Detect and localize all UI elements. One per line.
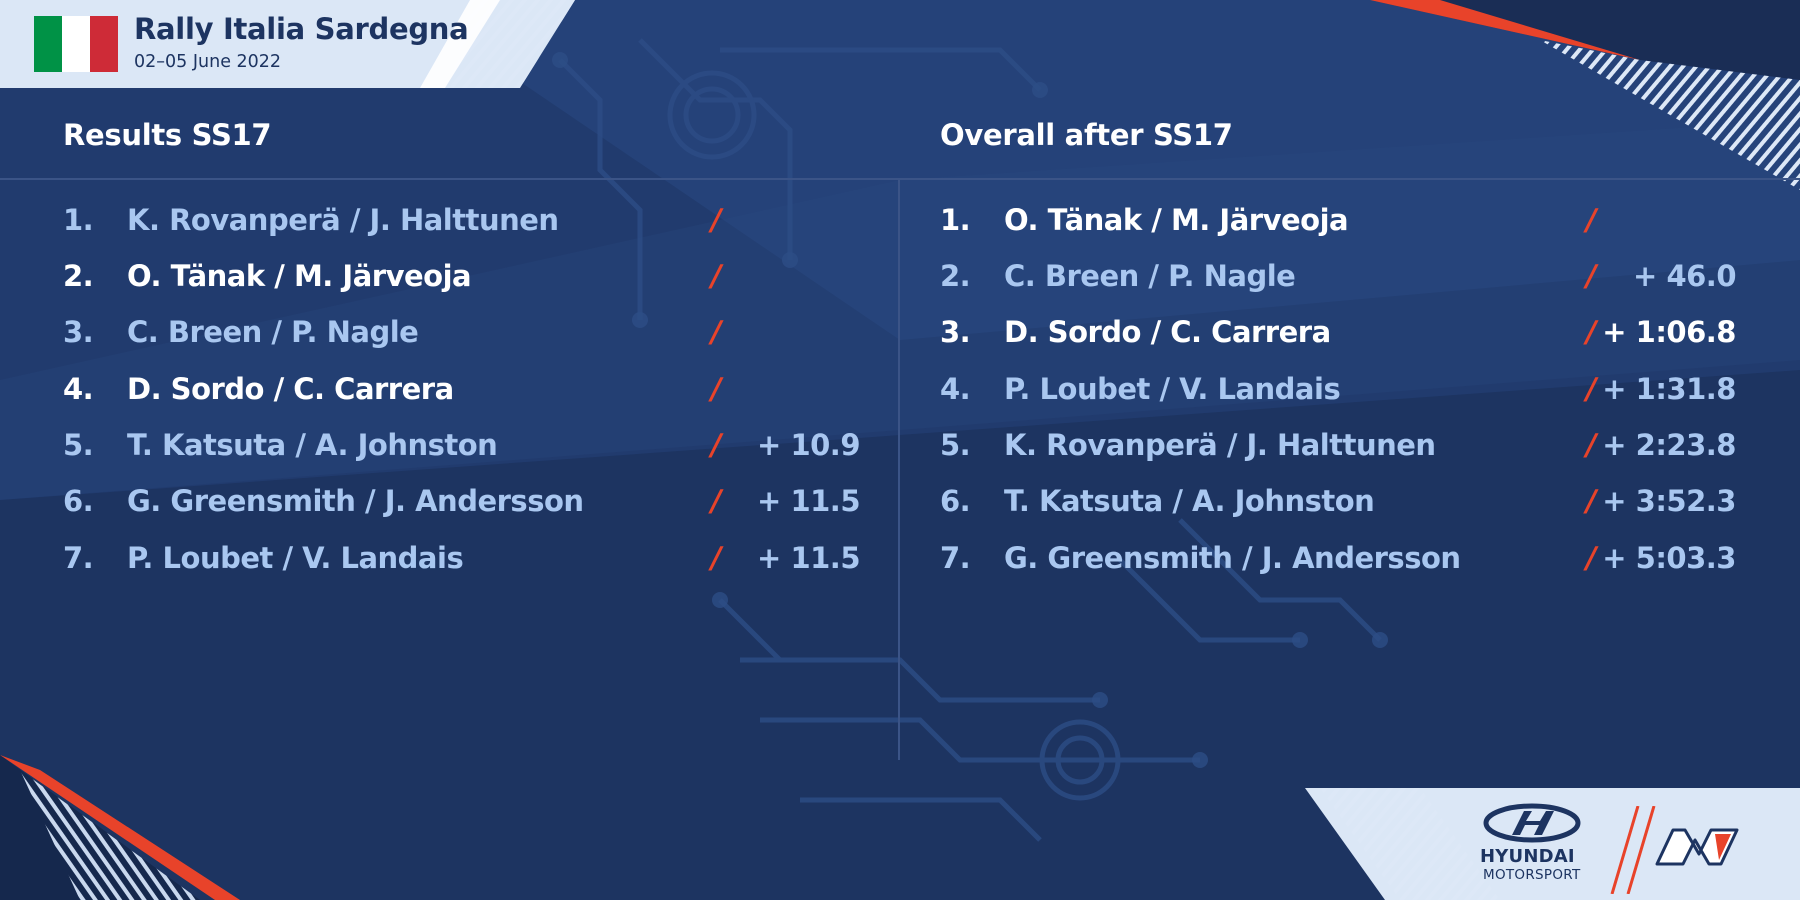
time-gap: + 1:31.8	[1602, 372, 1736, 406]
time-gap: + 5:03.3	[1602, 541, 1736, 575]
event-dates: 02–05 June 2022	[134, 52, 282, 72]
crew-name: T. Katsuta / A. Johnston	[127, 428, 498, 462]
separator-slash: /	[1586, 484, 1597, 518]
crew-name: C. Breen / P. Nagle	[1004, 259, 1296, 293]
sub-brand-name: MOTORSPORT	[1483, 867, 1581, 883]
overall-title: Overall after SS17	[940, 118, 1233, 152]
separator-slash: /	[711, 428, 722, 462]
hyundai-n-logo-icon	[1655, 828, 1739, 866]
results-row: 5. T. Katsuta / A. Johnston / + 10.9	[63, 417, 860, 473]
separator-slash: /	[711, 315, 722, 349]
crew-name: K. Rovanperä / J. Halttunen	[1004, 428, 1436, 462]
crew-name: D. Sordo / C. Carrera	[1004, 315, 1331, 349]
overall-row: 4. P. Loubet / V. Landais / + 1:31.8	[940, 361, 1736, 417]
results-title: Results SS17	[63, 118, 272, 152]
results-row: 3. C. Breen / P. Nagle /	[63, 304, 860, 360]
separator-slash: /	[1586, 428, 1597, 462]
crew-name: T. Katsuta / A. Johnston	[1004, 484, 1375, 518]
crew-name: O. Tänak / M. Järveoja	[127, 259, 472, 293]
time-gap: + 11.5	[757, 484, 860, 518]
crew-name: K. Rovanperä / J. Halttunen	[127, 203, 559, 237]
position: 1.	[940, 203, 971, 237]
results-row: 4. D. Sordo / C. Carrera /	[63, 361, 860, 417]
brand-name: HYUNDAI	[1480, 846, 1575, 867]
overall-row: 7. G. Greensmith / J. Andersson / + 5:03…	[940, 530, 1736, 586]
separator-slash: /	[711, 259, 722, 293]
separator-slash: /	[1586, 541, 1597, 575]
overall-row: 5. K. Rovanperä / J. Halttunen / + 2:23.…	[940, 417, 1736, 473]
overall-row: 2. C. Breen / P. Nagle / + 46.0	[940, 248, 1736, 304]
red-divider-icon	[1610, 806, 1656, 894]
crew-name: G. Greensmith / J. Andersson	[127, 484, 584, 518]
position: 2.	[940, 259, 971, 293]
separator-slash: /	[711, 372, 722, 406]
separator-slash: /	[711, 541, 722, 575]
position: 4.	[63, 372, 94, 406]
header-divider	[0, 178, 1800, 180]
time-gap: + 11.5	[757, 541, 860, 575]
crew-name: O. Tänak / M. Järveoja	[1004, 203, 1349, 237]
position: 1.	[63, 203, 94, 237]
position: 5.	[940, 428, 971, 462]
italy-flag-icon	[34, 16, 118, 72]
separator-slash: /	[1586, 315, 1597, 349]
time-gap: + 46.0	[1633, 259, 1736, 293]
results-row: 1. K. Rovanperä / J. Halttunen /	[63, 192, 860, 248]
time-gap: + 3:52.3	[1602, 484, 1736, 518]
crew-name: D. Sordo / C. Carrera	[127, 372, 454, 406]
time-gap: + 10.9	[757, 428, 860, 462]
results-row: 2. O. Tänak / M. Järveoja /	[63, 248, 860, 304]
column-divider	[898, 178, 900, 760]
position: 7.	[63, 541, 94, 575]
results-row: 7. P. Loubet / V. Landais / + 11.5	[63, 530, 860, 586]
overall-row: 3. D. Sordo / C. Carrera / + 1:06.8	[940, 304, 1736, 360]
separator-slash: /	[711, 484, 722, 518]
separator-slash: /	[1586, 372, 1597, 406]
crew-name: C. Breen / P. Nagle	[127, 315, 419, 349]
position: 3.	[63, 315, 94, 349]
position: 4.	[940, 372, 971, 406]
position: 7.	[940, 541, 971, 575]
separator-slash: /	[1586, 259, 1597, 293]
position: 6.	[940, 484, 971, 518]
position: 5.	[63, 428, 94, 462]
separator-slash: /	[711, 203, 722, 237]
position: 2.	[63, 259, 94, 293]
separator-slash: /	[1586, 203, 1597, 237]
position: 3.	[940, 315, 971, 349]
event-title: Rally Italia Sardegna	[134, 12, 469, 46]
crew-name: P. Loubet / V. Landais	[1004, 372, 1341, 406]
time-gap: + 1:06.8	[1602, 315, 1736, 349]
position: 6.	[63, 484, 94, 518]
crew-name: G. Greensmith / J. Andersson	[1004, 541, 1461, 575]
overall-row: 1. O. Tänak / M. Järveoja /	[940, 192, 1736, 248]
hyundai-logo-icon	[1483, 803, 1581, 843]
crew-name: P. Loubet / V. Landais	[127, 541, 464, 575]
overall-row: 6. T. Katsuta / A. Johnston / + 3:52.3	[940, 473, 1736, 529]
results-row: 6. G. Greensmith / J. Andersson / + 11.5	[63, 473, 860, 529]
time-gap: + 2:23.8	[1602, 428, 1736, 462]
